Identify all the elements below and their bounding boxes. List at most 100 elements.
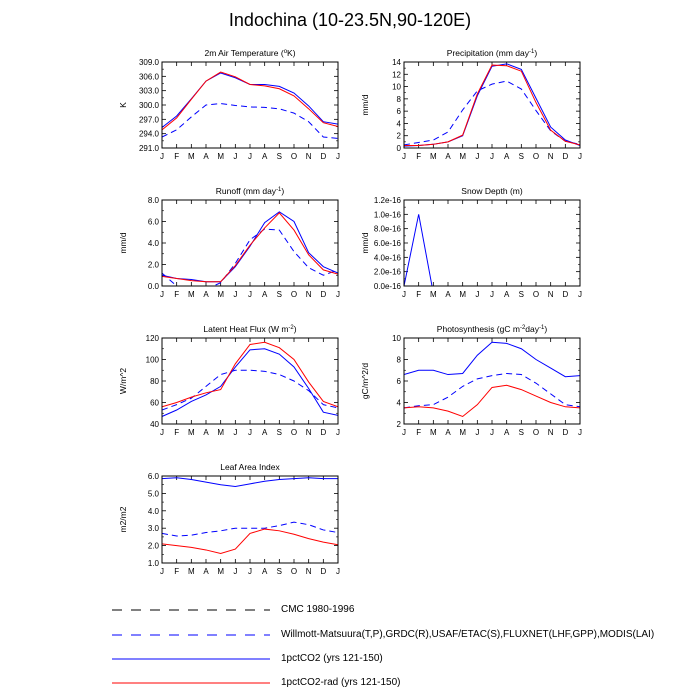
x-tick-label: F <box>174 290 179 299</box>
x-tick-label: A <box>203 152 209 161</box>
y-tick-label: 6.0e-16 <box>374 239 402 248</box>
x-tick-label: F <box>174 567 179 576</box>
x-tick-label: M <box>188 290 195 299</box>
x-tick-label: A <box>262 428 268 437</box>
x-tick-label: O <box>291 152 297 161</box>
x-tick-label: O <box>291 428 297 437</box>
x-tick-label: J <box>248 290 252 299</box>
x-tick-label: D <box>320 152 326 161</box>
y-tick-label: 2.0e-16 <box>374 268 402 277</box>
x-tick-label: M <box>217 567 224 576</box>
x-tick-label: S <box>277 428 282 437</box>
x-tick-label: D <box>562 290 568 299</box>
y-tick-label: 4.0e-16 <box>374 253 402 262</box>
y-tick-label: 1.0e-16 <box>374 210 402 219</box>
y-axis-label: W/m^2 <box>118 368 128 394</box>
y-tick-label: 6 <box>397 107 402 116</box>
y-tick-label: 8.0 <box>148 196 160 205</box>
series-line-1 <box>404 372 580 409</box>
y-tick-label: 4 <box>397 119 402 128</box>
x-tick-label: N <box>306 290 312 299</box>
y-tick-label: 8.0e-16 <box>374 225 402 234</box>
x-tick-label: J <box>233 567 237 576</box>
x-tick-label: A <box>262 290 268 299</box>
x-tick-label: J <box>336 428 340 437</box>
x-tick-label: J <box>248 567 252 576</box>
plot-frame <box>161 61 339 149</box>
y-tick-label: 294.0 <box>139 130 160 139</box>
x-tick-label: J <box>233 428 237 437</box>
panel-title: Latent Heat Flux (W m-2) <box>203 324 296 334</box>
y-tick-label: 8 <box>397 356 402 365</box>
y-tick-label: 2.0 <box>148 542 160 551</box>
y-tick-label: 5.0 <box>148 489 160 498</box>
y-tick-label: 2 <box>397 132 402 141</box>
x-tick-label: J <box>160 428 164 437</box>
x-tick-label: O <box>533 428 539 437</box>
x-tick-label: S <box>519 428 524 437</box>
series-line-2 <box>404 341 580 378</box>
series-line-2 <box>404 63 580 147</box>
x-tick-label: F <box>174 152 179 161</box>
x-tick-label: J <box>475 428 479 437</box>
series-line-3 <box>404 384 580 418</box>
x-tick-label: O <box>291 567 297 576</box>
y-tick-label: 6 <box>397 377 402 386</box>
x-tick-label: J <box>490 290 494 299</box>
y-tick-label: 120 <box>146 334 160 343</box>
x-tick-label: J <box>490 152 494 161</box>
y-axis-label: gC/m^2/d <box>360 363 370 399</box>
x-tick-label: D <box>562 428 568 437</box>
y-tick-label: 4.0 <box>148 239 160 248</box>
x-tick-label: J <box>233 290 237 299</box>
plot-frame <box>403 199 581 287</box>
series-line-3 <box>162 212 338 283</box>
panel-4: Snow Depth (m) 0.0e-16 2.0e-16 4.0e-16 6.0e-… <box>360 186 582 299</box>
y-tick-label: 306.0 <box>139 72 160 81</box>
y-tick-label: 6.0 <box>148 218 160 227</box>
y-tick-label: 40 <box>150 420 159 429</box>
x-tick-label: S <box>277 567 282 576</box>
x-tick-label: M <box>188 428 195 437</box>
x-tick-label: D <box>320 290 326 299</box>
x-tick-label: F <box>416 290 421 299</box>
y-tick-label: 1.0 <box>148 559 160 568</box>
x-tick-label: N <box>306 428 312 437</box>
x-tick-label: M <box>430 152 437 161</box>
panel-1: 2m Air Temperature (oK) 291.0 294.0 297.0 30… <box>118 48 340 161</box>
x-tick-label: M <box>217 290 224 299</box>
panel-title: Snow Depth (m) <box>461 186 523 196</box>
x-tick-label: S <box>519 290 524 299</box>
y-tick-label: 4.0 <box>148 507 160 516</box>
x-tick-label: J <box>402 290 406 299</box>
y-tick-label: 303.0 <box>139 87 160 96</box>
x-tick-label: J <box>475 152 479 161</box>
y-tick-label: 0.0 <box>148 282 160 291</box>
x-tick-label: J <box>578 428 582 437</box>
x-tick-label: F <box>174 428 179 437</box>
x-tick-label: F <box>416 152 421 161</box>
x-tick-label: J <box>160 567 164 576</box>
x-tick-label: M <box>217 152 224 161</box>
x-tick-label: J <box>160 152 164 161</box>
x-tick-label: J <box>248 152 252 161</box>
x-tick-label: A <box>262 567 268 576</box>
y-tick-label: 2 <box>397 420 402 429</box>
plot-frame <box>161 475 339 564</box>
y-tick-label: 0 <box>397 144 402 153</box>
x-tick-label: A <box>445 290 451 299</box>
y-tick-label: 12 <box>392 70 401 79</box>
x-tick-label: M <box>188 152 195 161</box>
series-line-1 <box>162 369 338 411</box>
series-line-3 <box>162 528 338 554</box>
y-tick-label: 0.0e-16 <box>374 282 402 291</box>
plot-frame <box>403 61 581 149</box>
y-axis-label: mm/d <box>360 232 370 254</box>
x-tick-label: J <box>248 428 252 437</box>
series-line-3 <box>162 341 338 408</box>
x-tick-label: J <box>336 290 340 299</box>
series-line-2 <box>162 211 338 283</box>
